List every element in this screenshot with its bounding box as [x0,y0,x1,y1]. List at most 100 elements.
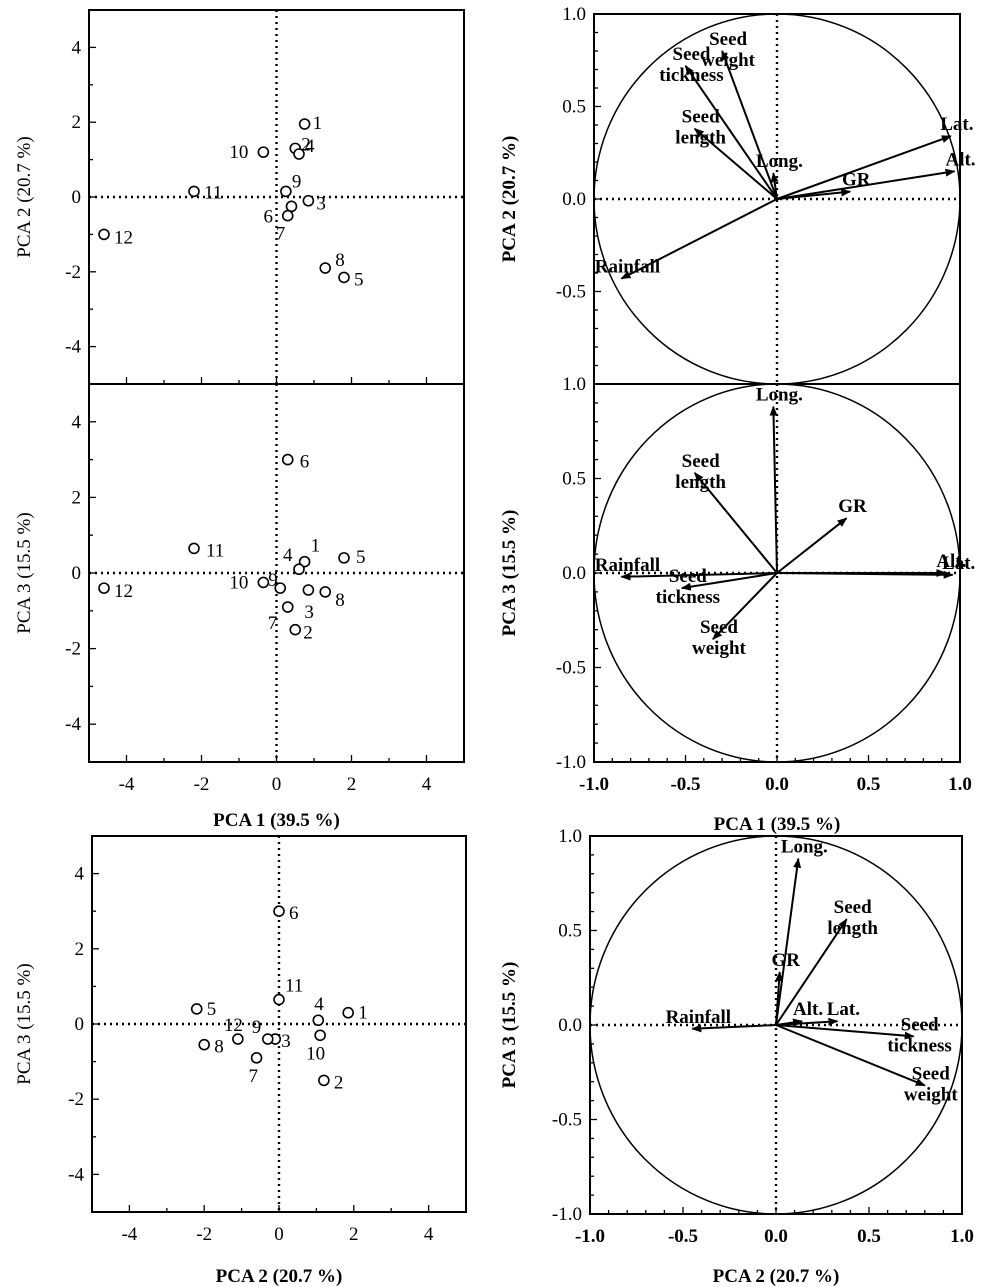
correlation-circle [589,835,963,1215]
y-tick-label: 0.0 [562,563,586,584]
y-tick-label: -2 [68,1089,84,1110]
score-point-1 [298,118,311,130]
loading-label-seed-tickness: Seed [673,44,711,65]
score-point-9 [274,582,287,594]
score-label-9: 9 [252,1017,262,1038]
score-point-7 [281,209,294,222]
score-point-7 [281,601,294,613]
score-point-5 [338,271,350,284]
x-tick-label: -2 [194,774,210,795]
score-label-12: 12 [114,581,133,602]
loading-label-alt: Alt. [945,149,975,170]
loading-arrow-gr [776,517,848,574]
loading-arrow-lat [776,135,952,200]
panel-loading-pc2-pc3: -1.0 -0.5 0.0 0.5 1.0 -1.0 -0.5 0.0 0.5 1.0 PCA 3 … [499,826,974,1287]
loading-label-lat: Lat. [940,114,973,135]
loading-label-seed-weight: weight [904,1084,959,1105]
loading-arrow-long [769,405,778,574]
loading-label-seed-length: length [675,128,726,149]
score-label-7: 7 [276,224,286,245]
loading-label-long: Long. [781,837,828,858]
loading-label-seed-weight: Seed [709,29,747,50]
loading-label-alt: Alt. [936,551,966,572]
x-tick-label: 0.0 [765,774,789,795]
score-point-1 [342,1006,354,1019]
loading-arrow-lat [776,570,954,579]
score-point-1 [298,555,311,568]
score-label-8: 8 [335,250,345,271]
score-label-8: 8 [214,1037,224,1058]
y-tick-label: -0.5 [552,1110,582,1131]
x-tick-label: 0 [272,774,282,795]
loading-label-seed-length: length [827,918,878,939]
loading-arrow-lat [775,1017,839,1026]
score-point-3 [302,194,315,207]
y-tick-label: 0 [75,1014,85,1035]
score-point-5 [338,552,350,564]
x-tick-label: 2 [349,1224,359,1245]
loading-label-rainfall: Rainfall [666,1007,731,1028]
loading-arrow-seed-length [775,918,848,1026]
score-label-1: 1 [313,113,323,134]
loading-label-lat: Lat. [827,999,860,1020]
loading-arrow-seed-tickness [680,572,778,591]
loading-label-alt: Alt. [793,999,823,1020]
score-point-2 [289,623,302,636]
loading-arrow-rainfall [620,572,778,581]
score-label-11: 11 [204,182,222,203]
y-axis-label: PCA 2 (20.7 %) [14,136,35,257]
x-tick-label: -1.0 [575,1226,605,1247]
loading-arrow-long [775,857,802,1026]
loading-label-long: Long. [756,151,803,172]
score-point-6 [281,453,294,466]
x-axis-label: PCA 1 (39.5 %) [213,810,340,831]
score-point-4 [312,1014,325,1027]
y-tick-label: -2 [65,262,81,283]
loading-label-seed-tickness: Seed [901,1014,939,1035]
loading-label-seed-length: Seed [682,107,720,128]
score-label-3: 3 [281,1031,291,1052]
y-tick-label: -1.0 [552,1204,582,1225]
score-point-6 [273,905,285,918]
loading-arrow-seed-tickness [684,64,778,200]
y-tick-label: 4 [75,864,85,885]
loading-label-rainfall: Rainfall [595,555,660,576]
score-label-4: 4 [305,136,315,157]
score-label-5: 5 [354,269,364,290]
loading-label-seed-weight: Seed [700,617,738,638]
loading-label-seed-length: length [675,472,726,493]
x-tick-label: -4 [119,774,135,795]
x-tick-label: -1.0 [579,774,609,795]
score-label-2: 2 [303,623,313,644]
score-point-2 [318,1074,330,1087]
loading-label-rainfall: Rainfall [595,257,660,278]
score-point-8 [198,1038,210,1051]
y-tick-label: 0.5 [562,97,586,118]
y-tick-label: 4 [72,37,82,58]
x-tick-label: -0.5 [670,774,700,795]
loading-arrow-alt [776,168,956,200]
score-label-1: 1 [358,1003,368,1024]
loading-label-lat: Lat. [942,553,975,574]
score-point-10 [257,576,270,589]
loading-arrow-seed-length [693,127,778,200]
loading-label-seed-tickness: Seed [669,566,707,587]
score-label-11: 11 [206,540,224,561]
y-axis-label: PCA 3 (15.5 %) [14,512,35,633]
score-label-6: 6 [289,903,299,924]
score-point-9 [280,185,292,198]
x-tick-label: 2 [347,774,357,795]
x-tick-label: 1.0 [948,774,972,795]
loading-label-seed-weight: weight [692,638,747,659]
score-point-8 [319,262,332,274]
score-label-12: 12 [114,227,133,248]
x-tick-label: 0.5 [857,1226,881,1247]
score-label-6: 6 [300,452,310,473]
score-label-1: 1 [311,536,321,557]
score-point-11 [273,993,285,1006]
score-point-12 [98,228,110,241]
loading-label-gr: GR [838,496,867,517]
y-tick-label: -4 [68,1164,84,1185]
